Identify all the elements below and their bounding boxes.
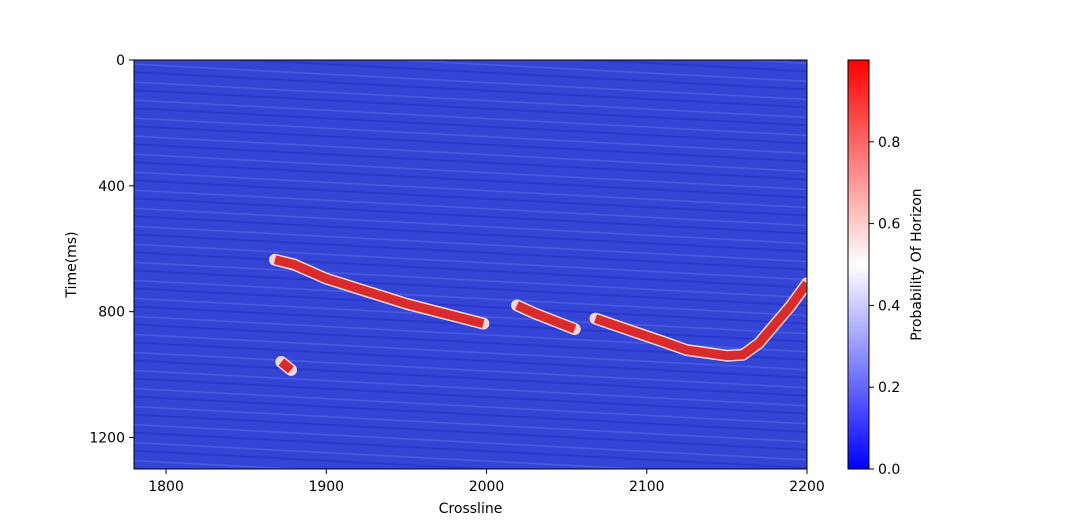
horizon-segment-1 (515, 301, 577, 334)
heatmap-background (134, 60, 807, 469)
x-tick-label: 2100 (629, 479, 665, 495)
x-tick-label: 1900 (308, 479, 344, 495)
plot-frame (133, 59, 808, 470)
colorbar-tick-label: 0.0 (878, 462, 900, 478)
horizon-layer (269, 253, 807, 376)
x-tick-label: 1800 (148, 479, 184, 495)
colorbar-tick-label: 0.2 (878, 380, 900, 396)
y-axis-label: Time(ms) (64, 231, 80, 298)
colorbar: 0.0 0.2 0.4 0.6 0.8 Probability Of Horizon (847, 59, 925, 478)
colorbar-label: Probability Of Horizon (909, 188, 925, 340)
y-axis: 0 400 800 1200 (89, 53, 134, 447)
x-axis: 1800 1900 2000 2100 2200 (148, 469, 825, 495)
colorbar-tick-label: 0.8 (878, 135, 900, 151)
y-tick-label: 400 (98, 179, 125, 195)
colorbar-gradient (847, 59, 870, 470)
y-tick-label: 1200 (89, 431, 125, 447)
y-tick-label: 800 (98, 305, 125, 321)
x-tick-label: 2000 (469, 479, 505, 495)
colorbar-tick-label: 0.4 (878, 298, 900, 314)
horizon-segment-2 (594, 280, 807, 361)
horizon-segment-3 (278, 358, 294, 374)
heatmap-plot (133, 59, 808, 470)
y-tick-label: 0 (116, 53, 125, 69)
x-axis-label: Crossline (439, 501, 503, 517)
x-tick-label: 2200 (789, 479, 825, 495)
colorbar-tick-label: 0.6 (878, 217, 900, 233)
colorbar-ticks: 0.0 0.2 0.4 0.6 0.8 (869, 135, 900, 478)
horizon-segment-0 (273, 255, 485, 328)
